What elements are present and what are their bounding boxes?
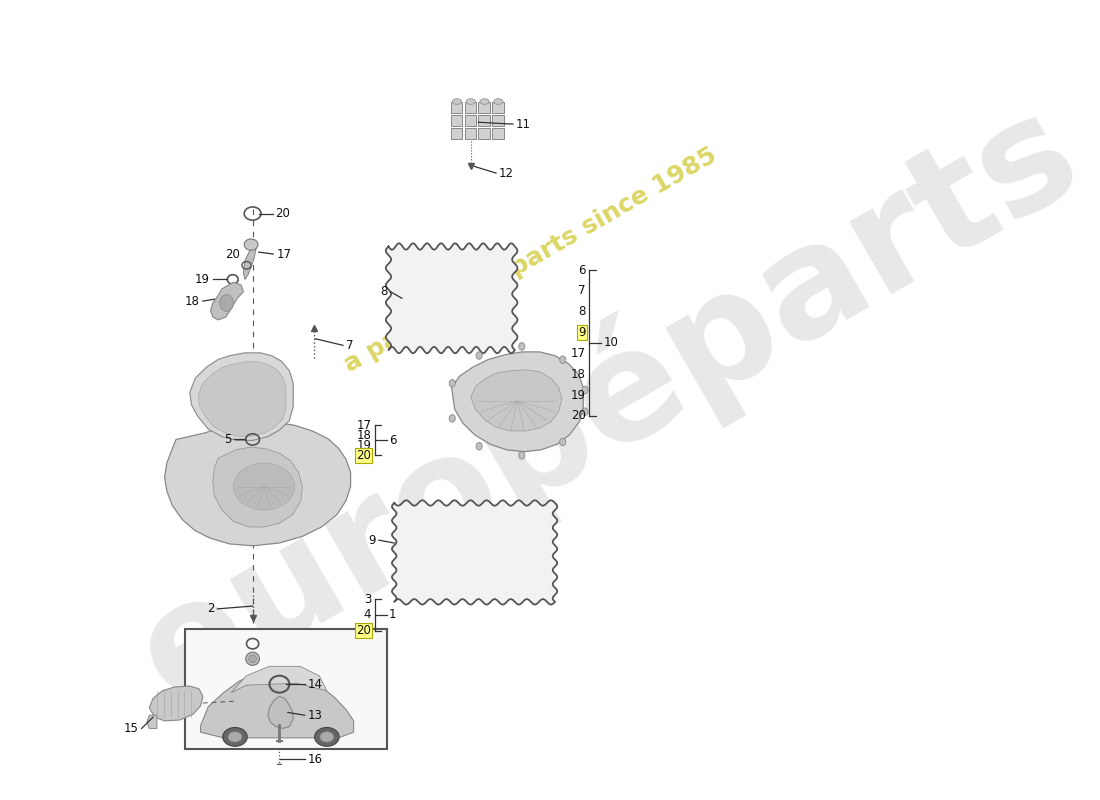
FancyBboxPatch shape: [451, 128, 462, 139]
Circle shape: [519, 451, 525, 459]
Polygon shape: [268, 697, 294, 729]
FancyBboxPatch shape: [478, 128, 490, 139]
Circle shape: [476, 442, 482, 450]
Text: 1: 1: [389, 609, 396, 622]
Ellipse shape: [249, 655, 256, 662]
Ellipse shape: [220, 294, 233, 311]
Text: 20: 20: [356, 449, 372, 462]
FancyBboxPatch shape: [492, 114, 504, 126]
FancyBboxPatch shape: [478, 102, 490, 113]
Text: 19: 19: [571, 389, 585, 402]
Polygon shape: [147, 715, 157, 729]
Circle shape: [449, 379, 455, 387]
Text: 12: 12: [499, 166, 514, 179]
FancyBboxPatch shape: [492, 102, 504, 113]
Text: a passion for parts since 1985: a passion for parts since 1985: [340, 142, 720, 377]
Text: 6: 6: [579, 263, 585, 277]
Ellipse shape: [480, 98, 490, 104]
Text: 2: 2: [207, 602, 215, 615]
Polygon shape: [200, 672, 354, 738]
Polygon shape: [165, 422, 351, 546]
Text: 19: 19: [195, 273, 210, 286]
Polygon shape: [452, 352, 583, 452]
Ellipse shape: [315, 727, 339, 746]
Polygon shape: [471, 370, 562, 431]
FancyBboxPatch shape: [478, 114, 490, 126]
FancyBboxPatch shape: [492, 128, 504, 139]
Text: 9: 9: [368, 534, 376, 546]
Text: européparts: européparts: [110, 71, 1100, 734]
Text: 15: 15: [123, 722, 139, 735]
Text: 17: 17: [356, 419, 372, 432]
Ellipse shape: [494, 98, 503, 104]
Text: 17: 17: [276, 247, 292, 261]
Text: 10: 10: [603, 337, 618, 350]
Text: 14: 14: [308, 678, 322, 690]
Circle shape: [449, 414, 455, 422]
Text: 11: 11: [516, 118, 531, 130]
Polygon shape: [210, 282, 243, 320]
Circle shape: [560, 356, 565, 363]
Ellipse shape: [320, 732, 333, 742]
Polygon shape: [243, 245, 256, 279]
Circle shape: [582, 408, 588, 415]
Polygon shape: [386, 243, 517, 354]
Ellipse shape: [466, 98, 475, 104]
Text: 20: 20: [571, 410, 585, 422]
Circle shape: [560, 438, 565, 446]
Circle shape: [582, 386, 588, 394]
Text: 16: 16: [308, 753, 322, 766]
Polygon shape: [190, 353, 294, 440]
Text: 18: 18: [185, 294, 200, 307]
Ellipse shape: [228, 732, 242, 742]
Text: 5: 5: [223, 433, 231, 446]
FancyBboxPatch shape: [464, 102, 476, 113]
Bar: [185, 629, 387, 749]
Text: 6: 6: [389, 434, 396, 447]
Polygon shape: [150, 686, 202, 721]
Polygon shape: [198, 362, 286, 436]
Text: 20: 20: [224, 247, 240, 261]
Ellipse shape: [244, 239, 258, 250]
Text: 4: 4: [364, 609, 372, 622]
Circle shape: [476, 352, 482, 359]
FancyBboxPatch shape: [451, 102, 462, 113]
Text: 8: 8: [579, 306, 585, 318]
Text: 7: 7: [579, 284, 585, 298]
Polygon shape: [392, 500, 558, 605]
Polygon shape: [212, 447, 302, 527]
FancyBboxPatch shape: [464, 128, 476, 139]
Polygon shape: [231, 666, 327, 693]
Text: 7: 7: [346, 339, 353, 352]
Ellipse shape: [223, 727, 248, 746]
Text: 18: 18: [356, 429, 372, 442]
Text: 9: 9: [579, 326, 585, 339]
Text: 3: 3: [364, 593, 372, 606]
Ellipse shape: [233, 463, 295, 510]
Circle shape: [519, 342, 525, 350]
Text: 20: 20: [356, 624, 372, 637]
Ellipse shape: [245, 652, 260, 666]
Text: 13: 13: [308, 709, 322, 722]
Ellipse shape: [452, 98, 462, 104]
Text: 17: 17: [571, 347, 585, 360]
FancyBboxPatch shape: [451, 114, 462, 126]
Text: 18: 18: [571, 368, 585, 381]
Text: 8: 8: [379, 285, 387, 298]
Text: 19: 19: [356, 439, 372, 452]
Text: 20: 20: [276, 207, 290, 220]
FancyBboxPatch shape: [464, 114, 476, 126]
